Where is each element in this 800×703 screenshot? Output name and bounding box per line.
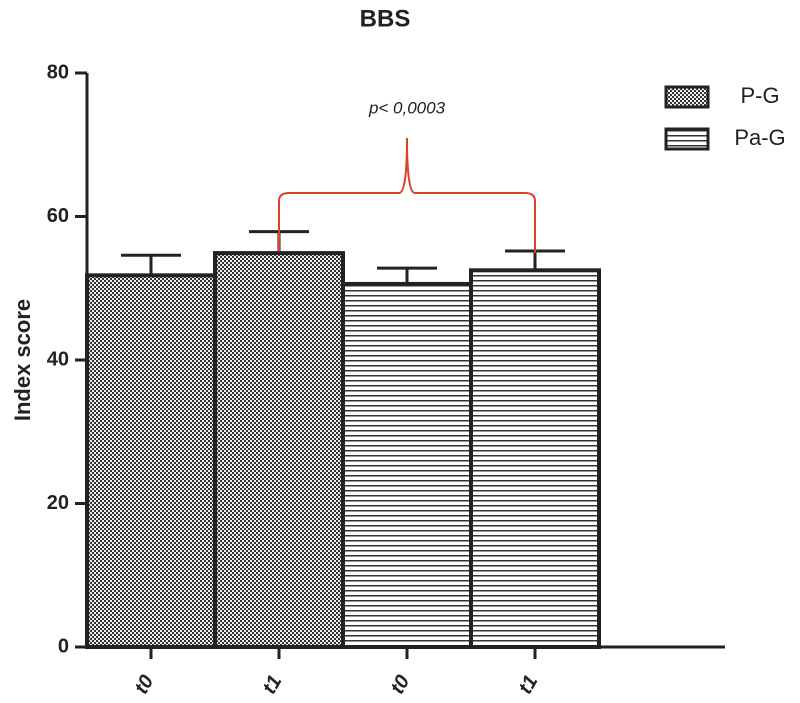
legend-label: P-G — [740, 83, 779, 108]
x-tick-label: t0 — [130, 671, 158, 697]
significance-bracket — [278, 137, 536, 253]
legend-swatch — [664, 127, 710, 151]
legend-label: Pa-G — [734, 125, 785, 150]
bar — [341, 281, 473, 649]
x-tick-label: t1 — [258, 671, 286, 697]
bar — [469, 268, 601, 649]
annotation: p< 0,0003 — [368, 98, 446, 117]
legend-swatch — [664, 85, 710, 109]
y-tick-label: 60 — [47, 205, 69, 227]
bar — [85, 273, 217, 649]
y-tick-label: 20 — [47, 492, 69, 514]
x-tick-label: t0 — [386, 671, 414, 697]
chart-title: BBS — [360, 5, 411, 32]
y-tick-label: 0 — [58, 635, 69, 657]
y-tick-label: 40 — [47, 348, 69, 370]
y-tick-label: 80 — [47, 61, 69, 83]
bar — [213, 251, 345, 649]
x-tick-label: t1 — [514, 671, 542, 697]
y-axis-label: Index score — [10, 299, 35, 421]
